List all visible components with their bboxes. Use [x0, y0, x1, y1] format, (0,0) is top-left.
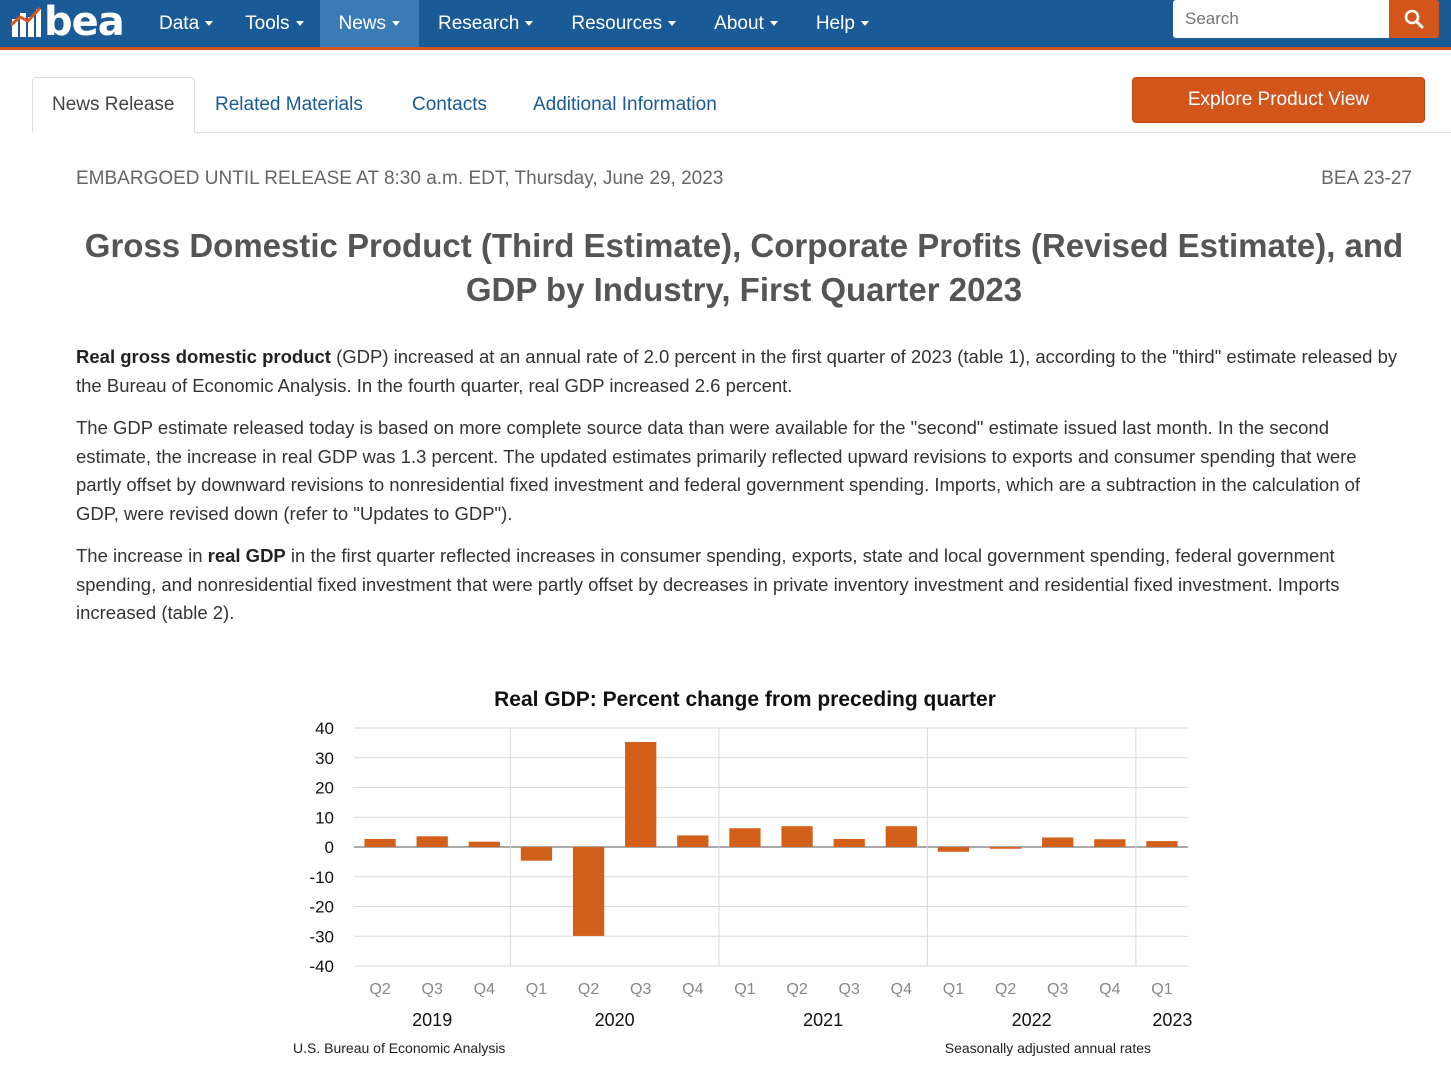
- bar: [1146, 841, 1178, 847]
- x-tick-label: Q1: [526, 981, 547, 998]
- nav-resources[interactable]: Resources: [552, 0, 695, 47]
- tab-related-materials[interactable]: Related Materials: [215, 94, 363, 115]
- nav-about[interactable]: About: [695, 0, 797, 47]
- x-tick-label: Q2: [995, 981, 1016, 998]
- paragraph-text: (GDP) increased at an annual rate of 2.0…: [76, 346, 1398, 396]
- x-tick-label: Q4: [682, 981, 703, 998]
- x-tick-label: Q4: [474, 981, 495, 998]
- bar: [833, 838, 865, 847]
- release-number: BEA 23-27: [1321, 168, 1412, 189]
- nav-label: Data: [159, 12, 200, 34]
- tab-additional-information[interactable]: Additional Information: [533, 94, 717, 115]
- top-navbar: bea Data Tools News Research Resources A…: [0, 0, 1451, 50]
- tab-news-release[interactable]: News Release: [32, 77, 195, 133]
- bar: [937, 847, 970, 852]
- bar: [885, 826, 917, 847]
- year-label: 2023: [1152, 1010, 1192, 1030]
- year-label: 2022: [1012, 1010, 1052, 1030]
- paragraph-3: The increase in real GDP in the first qu…: [76, 542, 1406, 628]
- x-tick-label: Q2: [369, 981, 390, 998]
- caret-down-icon: [205, 21, 214, 26]
- y-tick-label: -10: [309, 868, 334, 887]
- embargo-notice: EMBARGOED UNTIL RELEASE AT 8:30 a.m. EDT…: [76, 168, 724, 189]
- x-tick-label: Q4: [1099, 981, 1120, 998]
- y-tick-label: -40: [309, 957, 334, 976]
- nav-help[interactable]: Help: [797, 0, 888, 47]
- caret-down-icon: [295, 21, 304, 26]
- bar: [468, 841, 500, 847]
- bar: [729, 828, 761, 847]
- search-button[interactable]: [1389, 0, 1439, 38]
- nav-label: Resources: [571, 12, 663, 34]
- x-tick-label: Q3: [1047, 981, 1068, 998]
- nav-news[interactable]: News: [319, 0, 420, 47]
- y-tick-label: -20: [309, 898, 334, 917]
- bar: [572, 847, 605, 936]
- y-tick-label: 20: [315, 779, 334, 798]
- nav-label: Research: [438, 12, 520, 34]
- paragraph-1: Real gross domestic product (GDP) increa…: [76, 343, 1406, 400]
- y-tick-label: 0: [325, 838, 334, 857]
- bar: [625, 741, 657, 847]
- chart-source-note: U.S. Bureau of Economic Analysis: [293, 1040, 505, 1056]
- x-tick-label: Q1: [1151, 981, 1172, 998]
- paragraph-2: The GDP estimate released today is based…: [76, 417, 1361, 524]
- explore-product-view-button[interactable]: Explore Product View: [1132, 77, 1425, 123]
- tab-contacts[interactable]: Contacts: [412, 94, 487, 115]
- x-tick-label: Q1: [943, 981, 964, 998]
- nav-label: Help: [815, 12, 855, 34]
- y-tick-label: 40: [315, 719, 334, 738]
- gdp-chart: Real GDP: Percent change from preceding …: [280, 675, 1210, 1065]
- y-tick-label: 30: [315, 749, 334, 768]
- y-tick-label: 10: [315, 808, 334, 827]
- caret-down-icon: [668, 21, 677, 26]
- logo-text: bea: [44, 0, 125, 45]
- nav-data[interactable]: Data: [143, 0, 229, 47]
- search-icon: [1404, 9, 1424, 29]
- nav-tools[interactable]: Tools: [229, 0, 319, 47]
- year-label: 2021: [803, 1010, 843, 1030]
- bar: [781, 826, 813, 847]
- x-tick-label: Q2: [578, 981, 599, 998]
- x-tick-label: Q4: [891, 981, 912, 998]
- x-tick-label: Q3: [422, 981, 443, 998]
- y-tick-label: -30: [309, 927, 334, 946]
- logo-chart-icon: [10, 5, 42, 39]
- nav-label: Tools: [245, 12, 290, 34]
- bar: [1094, 839, 1126, 847]
- caret-down-icon: [392, 21, 401, 26]
- bold-term[interactable]: real GDP: [207, 545, 286, 566]
- bar: [1042, 837, 1074, 847]
- x-tick-label: Q1: [734, 981, 755, 998]
- search-input[interactable]: [1173, 0, 1389, 38]
- bar: [520, 847, 553, 861]
- caret-down-icon: [769, 21, 778, 26]
- chart-title: Real GDP: Percent change from preceding …: [494, 688, 996, 711]
- year-label: 2019: [412, 1010, 452, 1030]
- release-tabs: News Release Related Materials Contacts …: [32, 77, 1451, 133]
- bar: [364, 838, 396, 847]
- x-tick-label: Q3: [630, 981, 651, 998]
- bar: [677, 835, 709, 847]
- caret-down-icon: [525, 21, 534, 26]
- bar: [989, 847, 1022, 849]
- year-label: 2020: [595, 1010, 635, 1030]
- page-title: Gross Domestic Product (Third Estimate),…: [84, 227, 1404, 308]
- nav-label: News: [338, 12, 387, 34]
- bea-logo[interactable]: bea: [10, 0, 125, 45]
- main-nav: Data Tools News Research Resources About…: [143, 0, 888, 47]
- nav-research[interactable]: Research: [419, 0, 552, 47]
- x-tick-label: Q2: [786, 981, 807, 998]
- nav-label: About: [714, 12, 764, 34]
- x-tick-label: Q3: [839, 981, 860, 998]
- paragraph-text: The increase in: [76, 545, 208, 566]
- gdp-bar-chart: Real GDP: Percent change from preceding …: [293, 688, 1192, 1056]
- paragraph-text: in the first quarter reflected increases…: [76, 545, 1340, 623]
- bold-term[interactable]: Real gross domestic product: [76, 346, 331, 367]
- bar: [416, 836, 448, 847]
- chart-rate-note: Seasonally adjusted annual rates: [945, 1040, 1151, 1056]
- caret-down-icon: [860, 21, 869, 26]
